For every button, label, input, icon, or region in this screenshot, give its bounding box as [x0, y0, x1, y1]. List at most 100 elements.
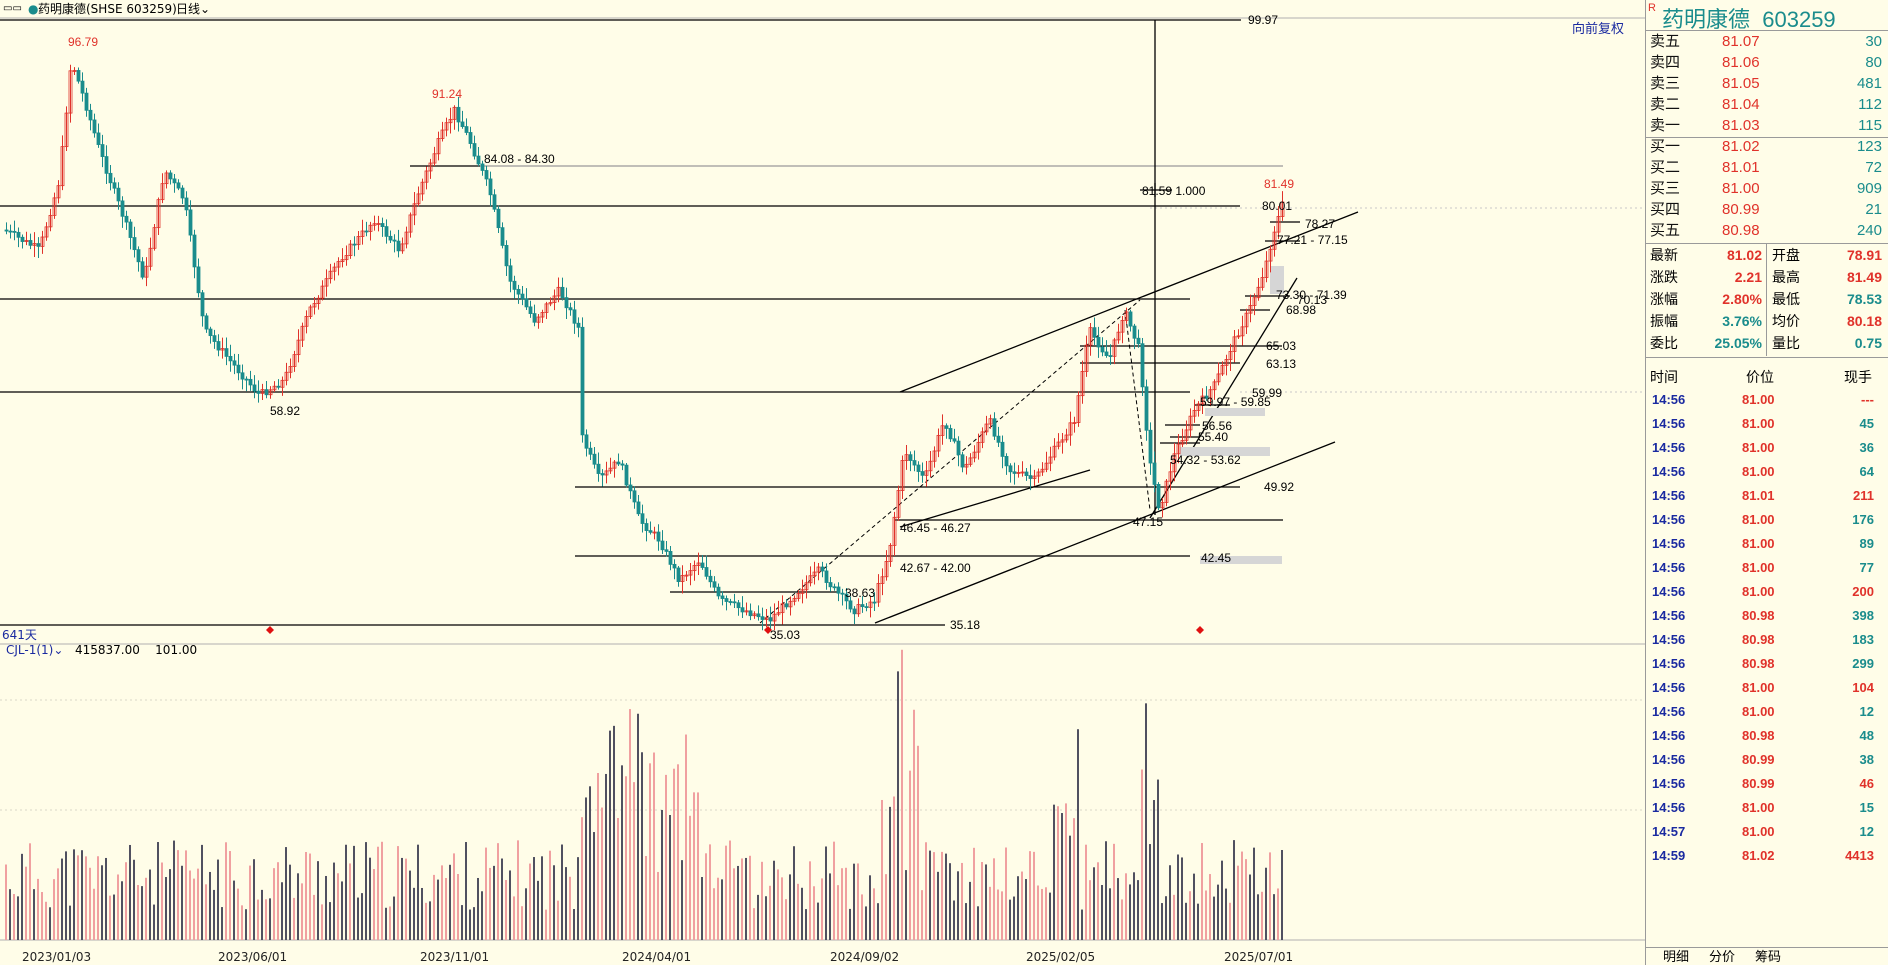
volume-bar: [681, 860, 683, 940]
candle-body: [52, 197, 57, 216]
price-annotation: 84.08 - 84.30: [484, 152, 555, 166]
candle-body: [172, 178, 177, 184]
candle-body: [1008, 465, 1013, 473]
tick-row[interactable]: 14:59 81.02 4413: [1646, 844, 1888, 868]
volume-bar: [581, 817, 583, 940]
candle-body: [720, 595, 725, 599]
tick-row[interactable]: 14:57 81.00 12: [1646, 820, 1888, 844]
tick-row[interactable]: 14:56 81.00 200: [1646, 580, 1888, 604]
volume-bar: [313, 894, 315, 940]
kline-chart[interactable]: 99.97 96.79 91.24 84.08 - 84.30 81.59 1.000 8…: [0, 0, 1645, 965]
tick-row[interactable]: 14:56 81.00 64: [1646, 460, 1888, 484]
volume-bar: [89, 867, 91, 940]
candle-body: [608, 467, 613, 472]
tick-row[interactable]: 14:56 81.00 77: [1646, 556, 1888, 580]
volume-bar: [97, 856, 99, 940]
volume-bar: [69, 905, 71, 940]
tick-row[interactable]: 14:56 80.99 38: [1646, 748, 1888, 772]
candle-body: [1052, 445, 1057, 458]
tick-row[interactable]: 14:56 81.01 211: [1646, 484, 1888, 508]
candle-body: [1136, 337, 1141, 345]
kline-chart-area[interactable]: 99.97 96.79 91.24 84.08 - 84.30 81.59 1.000 8…: [0, 0, 1645, 965]
volume-bar: [637, 713, 639, 940]
r-mark: R: [1648, 2, 1656, 14]
stock-title: 药明康德(SHSE 603259): [38, 2, 177, 16]
window-menu-icon[interactable]: ▭▭: [3, 3, 22, 14]
order-book-row[interactable]: 卖二 81.04 112: [1646, 94, 1888, 115]
volume-bar: [869, 875, 871, 940]
tick-price: 80.98: [1742, 656, 1775, 671]
tick-volume: 12: [1859, 704, 1874, 719]
order-book-row[interactable]: 卖三 81.05 481: [1646, 73, 1888, 94]
order-book-row[interactable]: 买四 80.99 21: [1646, 199, 1888, 220]
candle-body: [1216, 373, 1221, 383]
panel-tab[interactable]: 筹码: [1754, 949, 1781, 964]
candle-body: [784, 603, 789, 608]
volume-bar: [137, 885, 139, 940]
candle-body: [932, 450, 937, 462]
tick-volume: 46: [1859, 776, 1874, 791]
candle-body: [744, 610, 749, 613]
order-book-row[interactable]: 买二 81.01 72: [1646, 157, 1888, 178]
price-annotation: 77.21 - 77.15: [1277, 233, 1348, 247]
tick-row[interactable]: 14:56 81.00 89: [1646, 532, 1888, 556]
candle-body: [140, 261, 145, 278]
price-annotation: 56.56: [1202, 419, 1232, 433]
volume-bar: [1153, 800, 1155, 940]
fuquan-button[interactable]: 向前复权: [1572, 22, 1625, 37]
tick-row[interactable]: 14:56 80.98 48: [1646, 724, 1888, 748]
tick-row[interactable]: 14:56 81.00 45: [1646, 412, 1888, 436]
candle-body: [116, 187, 121, 202]
tick-row[interactable]: 14:56 80.98 183: [1646, 628, 1888, 652]
volume-bar: [229, 851, 231, 940]
tick-volume: 45: [1859, 416, 1874, 431]
candle-body: [1084, 344, 1089, 372]
order-price: 81.04: [1722, 96, 1760, 113]
tick-volume: 12: [1859, 824, 1874, 839]
indicator-selector[interactable]: CJL-1(1)⌄: [6, 643, 64, 657]
candle-body: [804, 582, 809, 591]
volume-bar: [349, 863, 351, 940]
tick-row[interactable]: 14:56 81.00 176: [1646, 508, 1888, 532]
order-book-row[interactable]: 买三 81.00 909: [1646, 178, 1888, 199]
panel-tab[interactable]: 明细: [1662, 949, 1689, 964]
volume-bar: [957, 871, 959, 940]
tick-row[interactable]: 14:56 81.00 104: [1646, 676, 1888, 700]
volume-bar: [493, 865, 495, 940]
volume-bar: [857, 863, 859, 940]
candle-body: [200, 292, 205, 317]
volume-bar: [1241, 851, 1243, 940]
tick-row[interactable]: 14:56 81.00 15: [1646, 796, 1888, 820]
tick-row[interactable]: 14:56 80.99 46: [1646, 772, 1888, 796]
tick-price: 81.01: [1742, 488, 1775, 503]
order-book-row[interactable]: 买一 81.02 123: [1646, 136, 1888, 157]
tick-row[interactable]: 14:56 81.00 ---: [1646, 388, 1888, 412]
xaxis-date-label: 2023/11/01: [420, 950, 490, 964]
candle-body: [856, 604, 861, 615]
order-book-row[interactable]: 卖五 81.07 30: [1646, 31, 1888, 52]
volume-bar: [1125, 873, 1127, 940]
period-selector[interactable]: 日线⌄: [176, 2, 211, 16]
volume-bar: [629, 709, 631, 940]
tick-row[interactable]: 14:56 81.00 36: [1646, 436, 1888, 460]
volume-bar: [509, 870, 511, 940]
order-book-row[interactable]: 卖一 81.03 115: [1646, 115, 1888, 136]
candle-body: [76, 70, 81, 82]
price-annotation: 70.13: [1297, 293, 1327, 307]
tick-time: 14:56: [1652, 392, 1686, 407]
tick-row[interactable]: 14:56 80.98 398: [1646, 604, 1888, 628]
volume-bar: [1069, 835, 1071, 940]
candle-body: [1252, 297, 1257, 306]
tick-row[interactable]: 14:56 81.00 12: [1646, 700, 1888, 724]
volume-bar: [329, 902, 331, 940]
order-volume: 909: [1856, 180, 1882, 197]
candle-body: [756, 613, 761, 618]
order-book-row[interactable]: 卖四 81.06 80: [1646, 52, 1888, 73]
candle-body: [652, 531, 657, 534]
candle-body: [1212, 381, 1217, 391]
panel-tab[interactable]: 分价: [1708, 949, 1735, 964]
tick-row[interactable]: 14:56 80.98 299: [1646, 652, 1888, 676]
tick-price: 81.00: [1742, 512, 1775, 527]
order-book-row[interactable]: 买五 80.98 240: [1646, 220, 1888, 241]
volume-bar: [669, 815, 671, 940]
